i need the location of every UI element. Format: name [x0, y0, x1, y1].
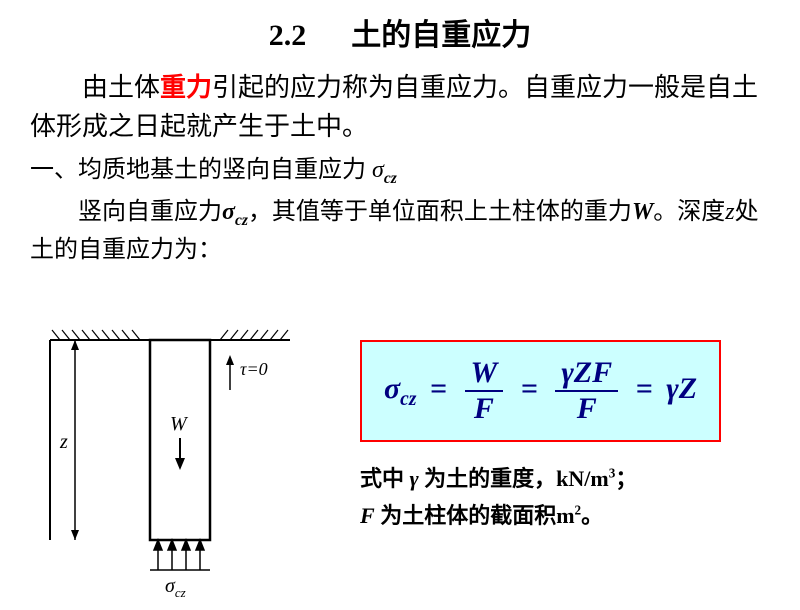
p2-w: W — [632, 199, 653, 225]
formula-eq1: = — [430, 372, 447, 405]
legend-l1-pre: 式中 — [360, 466, 404, 491]
h2-pre: 一、均质地基土的竖向自重应力 — [30, 157, 366, 183]
formula-box: σcz = W F = γZF F = γZ — [360, 340, 721, 442]
diagram-z-label: z — [59, 431, 68, 453]
formula-frac2-top: γZF — [555, 356, 618, 392]
legend-gamma: γ — [410, 466, 419, 491]
p2-sub: cz — [235, 212, 248, 229]
heading-2: 一、均质地基土的竖向自重应力 σcz — [0, 152, 800, 190]
legend-l1-end: ； — [615, 466, 637, 491]
diagram-w-label: W — [170, 413, 189, 435]
formula-eq3: = — [636, 372, 653, 405]
paragraph-2: 竖向自重应力σcz，其值等于单位面积上土柱体的重力W。深度z处土的自重应力为： — [0, 194, 800, 268]
formula-frac1-bot: F — [465, 392, 504, 426]
formula-frac2-bot: F — [555, 392, 618, 426]
formula-sub: cz — [400, 389, 416, 410]
title-text: 土的自重应力 — [351, 19, 531, 52]
p1-highlight: 重力 — [160, 73, 212, 102]
legend-l2-end: 。 — [581, 503, 603, 528]
formula-rhs: γZ — [666, 372, 697, 405]
formula-frac1-top: W — [465, 356, 504, 392]
soil-column-diagram: z W τ=0 σcz — [30, 320, 310, 600]
legend-l2-mid: 为土柱体的截面积m — [375, 503, 575, 528]
legend-F: F — [360, 503, 375, 528]
section-number: 2.2 — [269, 19, 307, 52]
p2-pre: 竖向自重应力 — [78, 199, 222, 225]
h2-sigma: σ — [372, 157, 384, 183]
formula-legend: 式中 γ 为土的重度，kN/m3； F 为土柱体的截面积m2。 — [360, 460, 637, 535]
legend-l1-mid: 为土的重度，kN/m — [424, 466, 609, 491]
page-title: 2.2 土的自重应力 — [0, 10, 800, 54]
diagram-tau-label: τ=0 — [240, 359, 268, 379]
p2-sigma: σ — [222, 199, 235, 225]
p2-mid: ，其值等于单位面积上土柱体的重力 — [248, 199, 632, 225]
formula-eq2: = — [521, 372, 538, 405]
p2-z: z — [725, 199, 734, 225]
h2-sub: cz — [384, 170, 397, 187]
paragraph-1: 由土体重力引起的应力称为自重应力。自重应力一般是自土体形成之日起就产生于土中。 — [0, 68, 800, 146]
formula-sigma: σ — [384, 372, 400, 405]
diagram-sigma-label: σcz — [165, 575, 186, 600]
p1-pre: 由土体 — [82, 73, 160, 102]
p2-end: 。深度 — [653, 199, 725, 225]
